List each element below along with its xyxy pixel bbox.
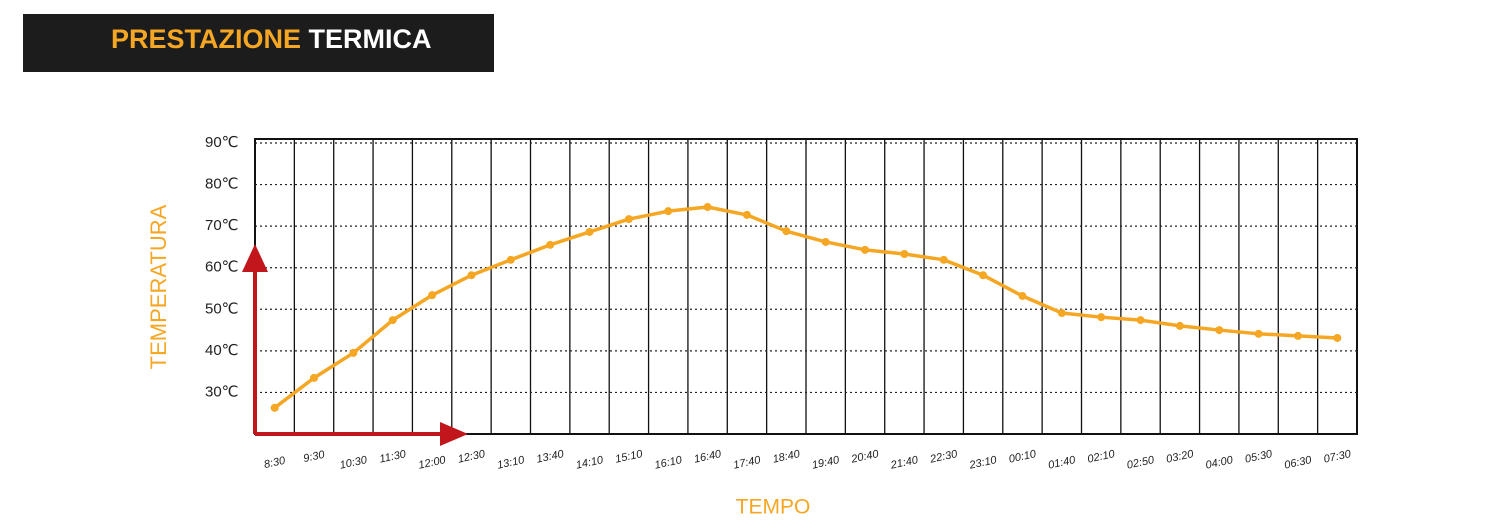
x-tick-label: 18:40	[772, 448, 802, 466]
x-tick-label: 22:30	[928, 448, 959, 466]
data-point	[861, 245, 870, 254]
x-tick-label: 11:30	[378, 448, 407, 465]
data-point	[1018, 291, 1027, 300]
x-tick-label: 16:10	[654, 454, 684, 472]
arrow-head	[242, 244, 268, 272]
data-point	[585, 227, 594, 236]
arrow-head	[440, 422, 468, 446]
x-tick-label: 20:40	[849, 448, 880, 466]
y-tick-label: 30℃	[205, 383, 239, 400]
data-point	[742, 210, 751, 219]
data-point	[270, 403, 279, 412]
x-tick-label: 17:40	[732, 454, 762, 472]
header-bar	[23, 14, 494, 72]
data-point	[388, 316, 397, 325]
data-point	[1293, 331, 1302, 340]
x-tick-label: 06:30	[1283, 454, 1313, 472]
data-point	[939, 255, 948, 264]
x-tick-label: 12:00	[417, 454, 447, 472]
x-tick-label: 07:30	[1323, 448, 1353, 466]
data-point	[782, 227, 791, 236]
data-point	[821, 237, 830, 246]
x-tick-label: 8:30	[263, 455, 287, 471]
data-point	[349, 348, 358, 357]
data-point	[428, 291, 437, 300]
data-point	[1254, 329, 1263, 338]
data-point	[624, 215, 633, 224]
x-tick-label: 13:40	[535, 448, 565, 466]
x-axis-label: TEMPO	[736, 496, 811, 519]
x-tick-label: 00:10	[1008, 448, 1038, 466]
x-tick-label: 12:30	[457, 448, 487, 466]
x-tick-label: 14:10	[575, 454, 605, 472]
x-tick-label: 04:00	[1205, 454, 1235, 472]
x-tick-label: 01:40	[1047, 454, 1077, 472]
x-tick-label: 02:50	[1126, 454, 1156, 472]
x-tick-label: 21:40	[889, 454, 920, 472]
y-tick-label: 40℃	[205, 342, 239, 359]
data-point	[1215, 326, 1224, 335]
data-point	[1057, 309, 1066, 318]
x-tick-label: 05:30	[1244, 448, 1274, 466]
data-point	[664, 207, 673, 216]
x-tick-label: 16:40	[693, 448, 723, 466]
data-point	[703, 203, 712, 212]
y-tick-label: 50℃	[205, 300, 239, 317]
x-tick-label: 15:10	[614, 448, 644, 466]
data-point	[467, 271, 476, 280]
y-tick-label: 70℃	[205, 217, 239, 234]
x-tick-label: 23:10	[967, 454, 998, 472]
y-axis-label: TEMPERATURA	[146, 204, 171, 369]
y-tick-label: 80℃	[205, 176, 239, 193]
data-point	[1097, 313, 1106, 322]
data-point	[506, 255, 515, 264]
data-point	[979, 271, 988, 280]
data-point	[310, 373, 319, 382]
title-part: PRESTAZIONE	[111, 24, 301, 54]
plot-area: 30℃ 40℃ 50℃ 60℃ 70℃ 80℃ 90℃ 8:30 9:30 10:30 11:30 1…	[205, 134, 1358, 472]
data-point	[546, 240, 555, 249]
data-point	[900, 249, 909, 258]
x-tick-label: 10:30	[339, 454, 369, 472]
x-tick-label: 13:10	[496, 454, 526, 472]
x-tick-label: 19:40	[811, 454, 841, 472]
x-tick-label: 03:20	[1165, 448, 1195, 466]
y-tick-label: 90℃	[205, 134, 239, 151]
series-line	[273, 205, 1338, 410]
title-part: TERMICA	[309, 24, 432, 54]
chart-title: PRESTAZIONE TERMICA	[111, 24, 432, 54]
x-tick-label: 9:30	[302, 449, 326, 465]
data-point	[1136, 316, 1145, 325]
x-tick-label: 02:10	[1086, 448, 1116, 466]
data-point	[1175, 321, 1184, 330]
data-point	[1333, 333, 1342, 342]
y-tick-label: 60℃	[205, 259, 239, 276]
